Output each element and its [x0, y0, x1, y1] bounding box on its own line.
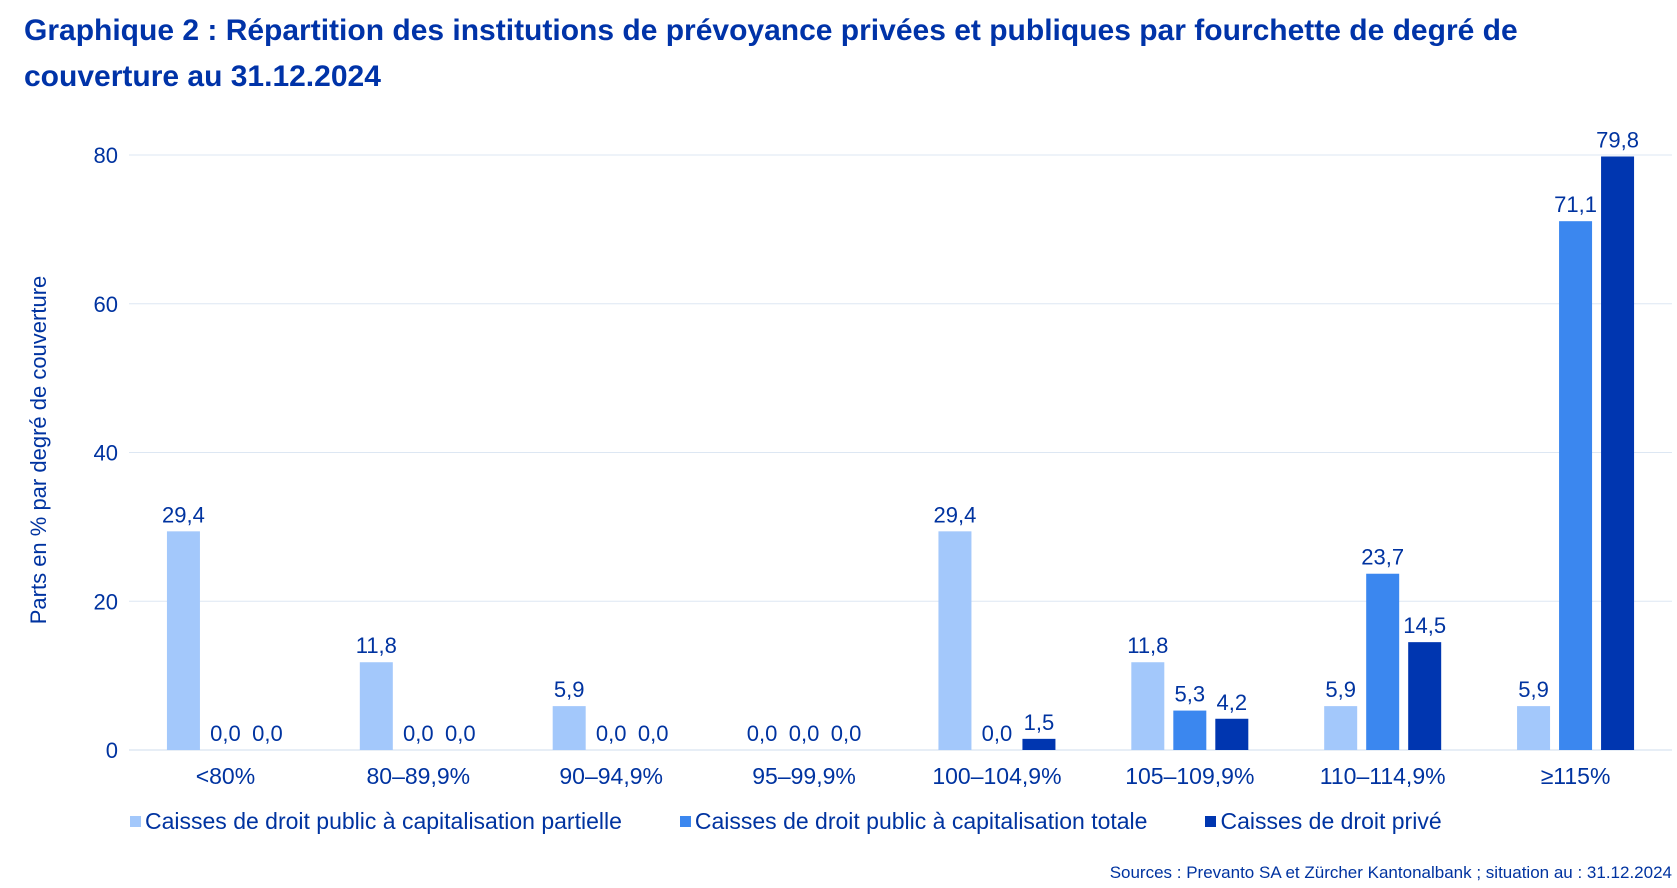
- bar: [552, 706, 586, 750]
- x-tick-label: 80–89,9%: [367, 763, 471, 789]
- legend-item: Caisses de droit public à capitalisation…: [679, 808, 1148, 835]
- data-label: 0,0: [982, 721, 1013, 746]
- data-label: 4,2: [1217, 690, 1248, 715]
- data-label: 5,9: [1518, 677, 1549, 702]
- bar: [359, 662, 393, 750]
- data-label: 14,5: [1403, 613, 1446, 638]
- bar: [1324, 706, 1358, 750]
- data-label: 71,1: [1554, 192, 1597, 217]
- data-label: 0,0: [638, 721, 669, 746]
- data-label: 0,0: [210, 721, 241, 746]
- legend-item: Caisses de droit public à capitalisation…: [130, 808, 622, 835]
- x-tick-label: 90–94,9%: [559, 763, 663, 789]
- data-label: 0,0: [403, 721, 434, 746]
- x-tick-label: <80%: [196, 763, 255, 789]
- data-label: 0,0: [747, 721, 778, 746]
- data-label: 5,3: [1175, 682, 1206, 707]
- bar: [1366, 573, 1400, 750]
- legend-label: Caisses de droit privé: [1220, 808, 1442, 834]
- data-label: 0,0: [596, 721, 627, 746]
- y-tick-label: 80: [94, 143, 118, 168]
- legend-swatch: [1205, 816, 1217, 827]
- bar: [1601, 156, 1635, 751]
- legend-swatch: [130, 816, 141, 827]
- legend-label: Caisses de droit public à capitalisation…: [145, 808, 622, 834]
- data-label: 23,7: [1361, 545, 1404, 570]
- data-label: 0,0: [831, 721, 862, 746]
- legend-label: Caisses de droit public à capitalisation…: [694, 808, 1148, 834]
- data-label: 0,0: [252, 721, 283, 746]
- y-tick-label: 20: [94, 589, 118, 614]
- y-tick-label: 40: [94, 441, 118, 466]
- data-label: 79,8: [1596, 127, 1639, 152]
- y-tick-label: 0: [106, 738, 118, 763]
- data-label: 1,5: [1024, 710, 1055, 735]
- bar: [1559, 221, 1593, 751]
- data-label: 0,0: [789, 721, 820, 746]
- legend-item: Caisses de droit privé: [1205, 808, 1442, 835]
- bar: [166, 531, 200, 750]
- source-note: Sources : Prevanto SA et Zürcher Kantona…: [1109, 863, 1672, 882]
- bar: [1408, 642, 1442, 750]
- x-tick-label: 100–104,9%: [932, 763, 1061, 789]
- x-tick-label: 110–114,9%: [1320, 763, 1446, 789]
- data-label: 11,8: [356, 633, 397, 658]
- legend: Caisses de droit public à capitalisation…: [130, 808, 1442, 835]
- data-label: 11,8: [1127, 633, 1168, 658]
- x-tick-label: 105–109,9%: [1125, 763, 1254, 789]
- data-label: 29,4: [162, 502, 205, 527]
- y-tick-label: 60: [94, 292, 118, 317]
- bar: [1215, 718, 1249, 750]
- y-axis-label: Parts en % par degré de couverture: [26, 276, 51, 625]
- bar: [1131, 662, 1165, 750]
- data-label: 5,9: [1325, 677, 1356, 702]
- legend-swatch: [679, 816, 691, 827]
- bar: [1173, 710, 1207, 750]
- bar: [938, 531, 972, 750]
- data-label: 5,9: [554, 677, 585, 702]
- data-label: 0,0: [445, 721, 476, 746]
- bar: [1517, 706, 1551, 750]
- bar: [1022, 738, 1056, 750]
- x-tick-label: ≥115%: [1541, 763, 1611, 789]
- chart-title: Graphique 2 : Répartition des institutio…: [24, 14, 1518, 93]
- x-tick-label: 95–99,9%: [752, 763, 856, 789]
- data-label: 29,4: [934, 502, 977, 527]
